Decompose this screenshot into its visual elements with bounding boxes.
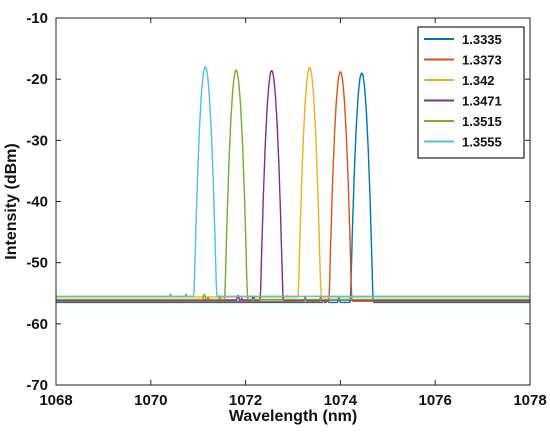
y-tick-label: -70 (26, 377, 48, 394)
x-tick-label: 1076 (419, 392, 452, 409)
series-line-1-3335 (55, 72, 531, 304)
y-tick-label: -60 (26, 316, 48, 333)
y-tick-label: -40 (26, 194, 48, 211)
y-axis: -10 -20 -30 -40 -50 -60 -70 (26, 10, 530, 394)
x-tick-label: 1078 (513, 392, 546, 409)
legend-label: 1.3555 (462, 135, 502, 150)
legend: 1.3335 1.3373 1.342 1.3471 1.3515 1.3555 (417, 26, 525, 159)
legend-box (417, 26, 525, 159)
legend-label: 1.342 (462, 73, 495, 88)
series-line-1-3515 (55, 69, 531, 301)
series-line-1-3555 (55, 66, 531, 297)
legend-label: 1.3471 (462, 94, 502, 109)
x-axis-title: Wavelength (nm) (229, 408, 357, 425)
x-axis: 1068 1070 1072 1074 1076 1078 (39, 18, 547, 409)
x-tick-label: 1074 (324, 392, 358, 409)
y-tick-label: -50 (26, 255, 48, 272)
series-line-1-3373 (55, 71, 531, 302)
x-tick-label: 1072 (229, 392, 262, 409)
x-tick-label: 1068 (39, 392, 72, 409)
legend-label: 1.3335 (462, 32, 502, 47)
legend-label: 1.3515 (462, 114, 502, 129)
spectrum-traces (55, 66, 531, 304)
y-axis-title: Intensity (dBm) (3, 143, 20, 259)
y-tick-label: -30 (26, 132, 48, 149)
x-tick-label: 1070 (134, 392, 167, 409)
y-tick-label: -20 (26, 71, 48, 88)
legend-label: 1.3373 (462, 53, 502, 68)
y-tick-label: -10 (26, 10, 48, 27)
